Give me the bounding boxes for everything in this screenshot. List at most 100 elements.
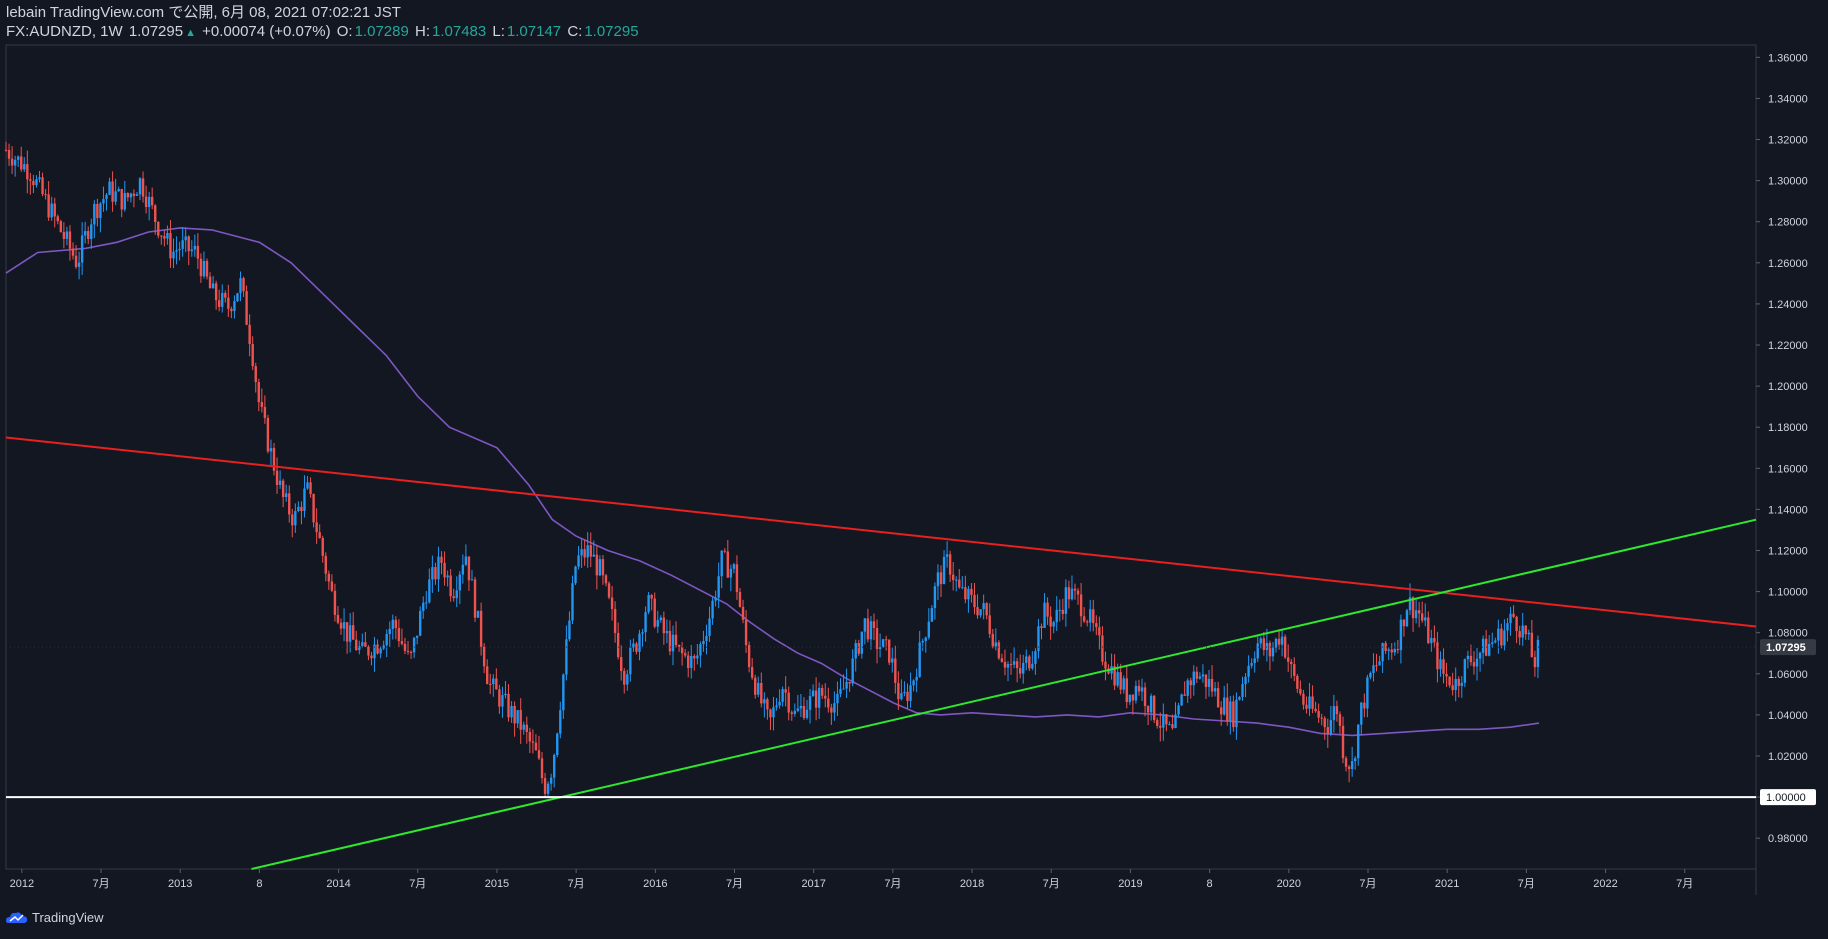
- candle-body: [1040, 626, 1043, 628]
- candle-body: [1055, 610, 1058, 623]
- candle-body: [38, 177, 41, 180]
- candle-body: [1253, 658, 1256, 664]
- candle-body: [224, 292, 227, 298]
- candle-body: [757, 682, 760, 695]
- candle-body: [257, 382, 260, 403]
- candle-body: [814, 690, 818, 708]
- price-tick-label: 0.98000: [1768, 833, 1808, 845]
- candle-body: [1015, 661, 1019, 669]
- candle-body: [1232, 701, 1235, 728]
- last-price-label: 1.07295: [1766, 642, 1806, 654]
- candle-body: [68, 231, 72, 249]
- candle-body: [690, 655, 693, 669]
- candle-body: [647, 595, 650, 613]
- candle-body: [41, 177, 44, 195]
- candle-body: [1353, 758, 1357, 762]
- candle-body: [199, 258, 203, 277]
- price-axis[interactable]: 1.36000 1.34000 1.32000 1.30000 1.28000 1.260…: [6, 52, 1816, 845]
- candle-body: [912, 680, 915, 686]
- candle-body: [534, 742, 538, 751]
- candle-body: [930, 608, 934, 622]
- candle-body: [53, 203, 56, 217]
- candle-body: [294, 511, 297, 526]
- candle-body: [309, 482, 312, 495]
- candle-body: [1332, 706, 1336, 721]
- candle-body: [135, 194, 139, 196]
- candle-body: [1424, 617, 1427, 621]
- candle-body: [924, 637, 927, 641]
- candle-body: [397, 628, 401, 642]
- candle-body: [1430, 638, 1433, 644]
- candle-body: [1533, 657, 1537, 668]
- time-axis[interactable]: 2012 7月 2013 8 2014 7月 2015 7月 2016 7月 2017 7月 2018 7…: [10, 869, 1694, 890]
- candle-body: [105, 194, 108, 200]
- moving-average-line: [5, 227, 1540, 737]
- symbol-label[interactable]: FX:AUDNZD, 1W: [6, 23, 123, 40]
- support-trendline[interactable]: [251, 518, 1757, 870]
- candle-body: [440, 556, 443, 563]
- candle-body: [1500, 628, 1503, 646]
- candle-body: [1299, 688, 1302, 694]
- candle-body: [507, 693, 510, 718]
- candle-body: [114, 191, 117, 202]
- candle-body: [1076, 590, 1080, 595]
- candle-body: [1235, 699, 1238, 728]
- trendlines-layer[interactable]: [5, 436, 1757, 870]
- candle-body: [732, 564, 736, 569]
- candle-body: [729, 568, 733, 578]
- candle-body: [415, 635, 419, 638]
- candle-body: [1274, 638, 1278, 648]
- candle-body: [884, 639, 888, 641]
- time-tick-label: 8: [256, 878, 262, 890]
- candle-body: [1323, 718, 1326, 728]
- candle-body: [358, 646, 361, 651]
- candle-body: [662, 617, 666, 634]
- candle-body: [754, 677, 757, 695]
- candle-body: [900, 693, 903, 700]
- candle-body: [598, 559, 602, 576]
- resistance-trendline[interactable]: [5, 436, 1757, 628]
- candle-body: [802, 705, 806, 718]
- candle-body: [860, 631, 864, 654]
- candle-body: [361, 642, 364, 647]
- price-tick-label: 1.28000: [1768, 217, 1808, 229]
- candle-body: [1180, 694, 1183, 706]
- candle-body: [568, 620, 571, 640]
- candle-body: [793, 710, 797, 714]
- candle-body: [1134, 685, 1138, 701]
- candle-body: [942, 556, 946, 585]
- candle-body: [674, 634, 678, 645]
- time-tick-label: 7月: [409, 878, 426, 890]
- candle-body: [836, 693, 839, 704]
- candle-body: [1536, 639, 1540, 668]
- candle-body: [1283, 636, 1287, 658]
- candle-body: [592, 554, 596, 557]
- candle-body: [903, 691, 906, 694]
- candle-body: [683, 653, 687, 656]
- candle-body: [324, 555, 327, 574]
- candle-body: [577, 555, 580, 567]
- candle-body: [1445, 673, 1448, 677]
- tradingview-logo[interactable]: TradingView: [6, 910, 104, 925]
- price-tick-label: 1.12000: [1768, 545, 1808, 557]
- candle-body: [808, 696, 812, 710]
- candle-body: [1089, 609, 1092, 623]
- candle-body: [1305, 704, 1308, 709]
- candle-body: [1381, 643, 1384, 662]
- candle-body: [193, 245, 197, 250]
- candle-body: [1317, 711, 1320, 718]
- candle-body: [580, 549, 583, 556]
- candle-body: [1366, 677, 1369, 709]
- last-price: 1.07295: [128, 23, 184, 40]
- candle-body: [1137, 685, 1141, 692]
- candle-body: [641, 632, 644, 634]
- candle-body: [1064, 587, 1068, 614]
- candle-body: [1216, 688, 1220, 708]
- candle-body: [263, 406, 267, 418]
- candle-body: [1067, 587, 1071, 600]
- candle-body: [784, 689, 787, 693]
- candle-body: [1238, 697, 1241, 700]
- price-tick-label: 1.16000: [1768, 463, 1808, 475]
- candle-body: [726, 551, 730, 578]
